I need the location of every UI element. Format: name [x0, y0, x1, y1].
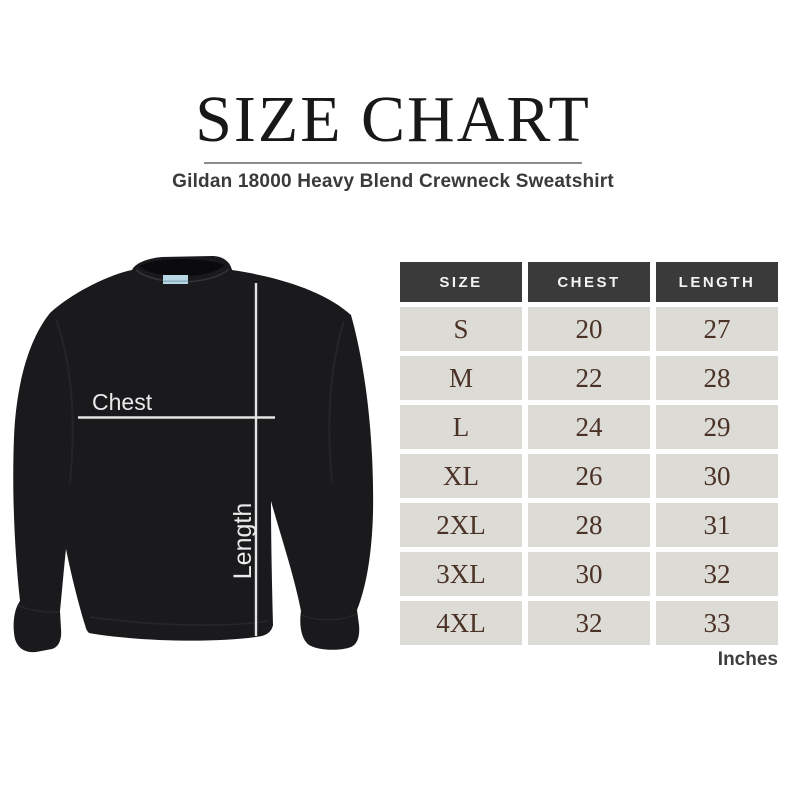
- cell-size-m: M: [400, 356, 522, 400]
- cell-size-xl: XL: [400, 454, 522, 498]
- page-subtitle: Gildan 18000 Heavy Blend Crewneck Sweats…: [172, 170, 614, 192]
- cell-length-2xl: 31: [656, 503, 778, 547]
- header: SIZE CHART Gildan 18000 Heavy Blend Crew…: [0, 83, 786, 193]
- cell-chest-3xl: 30: [528, 552, 650, 596]
- cell-length-m: 28: [656, 356, 778, 400]
- cell-chest-s: 20: [528, 307, 650, 351]
- cell-length-s: 27: [656, 307, 778, 351]
- cell-size-4xl: 4XL: [400, 601, 522, 645]
- sweatshirt-image: Chest Length: [10, 253, 390, 653]
- cell-chest-m: 22: [528, 356, 650, 400]
- cell-chest-2xl: 28: [528, 503, 650, 547]
- cell-chest-xl: 26: [528, 454, 650, 498]
- size-table: SIZE CHEST LENGTH S 20 27 M 22 28 L 24 2…: [400, 262, 778, 645]
- column-header-chest: CHEST: [528, 262, 650, 302]
- cell-size-s: S: [400, 307, 522, 351]
- right-cuff-seam: [301, 613, 357, 621]
- hem-seam: [89, 616, 269, 626]
- title-divider: [204, 161, 582, 164]
- neck-tag: [163, 275, 188, 284]
- column-header-length: LENGTH: [656, 262, 778, 302]
- cell-chest-4xl: 32: [528, 601, 650, 645]
- sweatshirt-svg: Chest Length: [13, 256, 374, 653]
- left-cuff-seam: [16, 604, 61, 613]
- left-armhole-seam: [55, 318, 74, 484]
- page-title: SIZE CHART: [195, 83, 591, 156]
- units-label: Inches: [717, 649, 778, 670]
- cell-size-3xl: 3XL: [400, 552, 522, 596]
- cell-length-4xl: 33: [656, 601, 778, 645]
- column-header-size: SIZE: [400, 262, 522, 302]
- cell-chest-l: 24: [528, 405, 650, 449]
- length-measure-label: Length: [229, 503, 257, 579]
- right-armhole-seam: [328, 320, 345, 484]
- cell-length-l: 29: [656, 405, 778, 449]
- cell-length-xl: 30: [656, 454, 778, 498]
- neck-opening: [139, 259, 225, 277]
- sweatshirt-silhouette: [13, 256, 374, 653]
- cell-length-3xl: 32: [656, 552, 778, 596]
- neck-tag-stripe: [163, 280, 188, 282]
- cell-size-2xl: 2XL: [400, 503, 522, 547]
- cell-size-l: L: [400, 405, 522, 449]
- chest-measure-label: Chest: [92, 389, 153, 415]
